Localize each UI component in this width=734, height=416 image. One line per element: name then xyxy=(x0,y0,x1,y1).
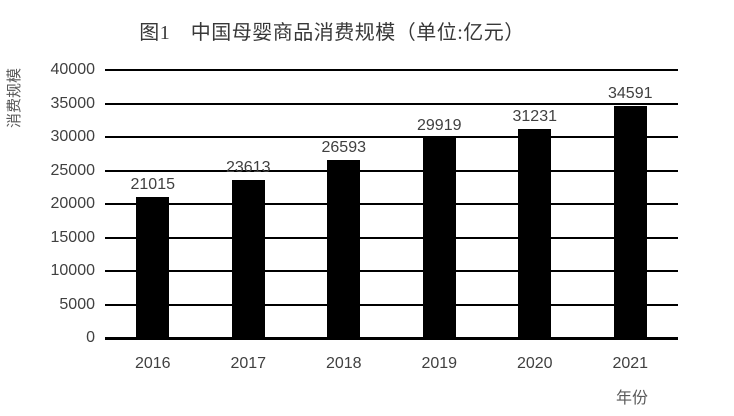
x-axis-line xyxy=(105,337,678,340)
y-tick-label: 10000 xyxy=(50,262,96,279)
gridline xyxy=(105,102,678,105)
y-axis-title: 消费规模 xyxy=(6,68,23,129)
x-tick-label: 2021 xyxy=(612,355,649,372)
y-tick-label: 35000 xyxy=(50,94,96,112)
x-tick-label: 2018 xyxy=(325,355,362,372)
x-axis-title: 年份 xyxy=(615,390,649,407)
gridline xyxy=(105,270,678,272)
gridline xyxy=(105,203,678,205)
bar xyxy=(136,197,170,338)
gridline xyxy=(105,69,678,71)
y-tick-label: 0 xyxy=(86,329,95,346)
bar-value-label: 26593 xyxy=(321,138,367,156)
bar xyxy=(518,128,552,338)
x-tick-label: 2020 xyxy=(516,355,553,372)
y-tick-label: 15000 xyxy=(50,228,96,246)
y-tick-label: 20000 xyxy=(50,195,96,212)
y-tick-label: 40000 xyxy=(50,61,96,78)
gridline xyxy=(105,136,678,138)
bar xyxy=(613,106,647,338)
x-tick-label: 2019 xyxy=(421,355,458,372)
y-tick-label: 5000 xyxy=(59,295,95,313)
bar xyxy=(231,179,265,338)
bar-value-label: 31231 xyxy=(512,107,558,125)
x-tick-label: 2016 xyxy=(134,355,171,372)
bar-value-label: 34591 xyxy=(608,85,653,103)
bar xyxy=(422,137,456,338)
y-tick-label: 25000 xyxy=(50,161,96,179)
bar-value-label: 21015 xyxy=(130,176,176,194)
chart-title: 图1 中国母婴商品消费规模（单位:亿元） xyxy=(139,22,525,44)
bar xyxy=(327,159,361,338)
x-tick-label: 2017 xyxy=(230,355,267,372)
y-tick-label: 30000 xyxy=(50,128,96,145)
bar-value-label: 23613 xyxy=(226,158,271,176)
gridline xyxy=(105,236,678,239)
bar-value-label: 29919 xyxy=(417,116,462,134)
gridline xyxy=(105,303,678,306)
gridline xyxy=(105,169,678,172)
